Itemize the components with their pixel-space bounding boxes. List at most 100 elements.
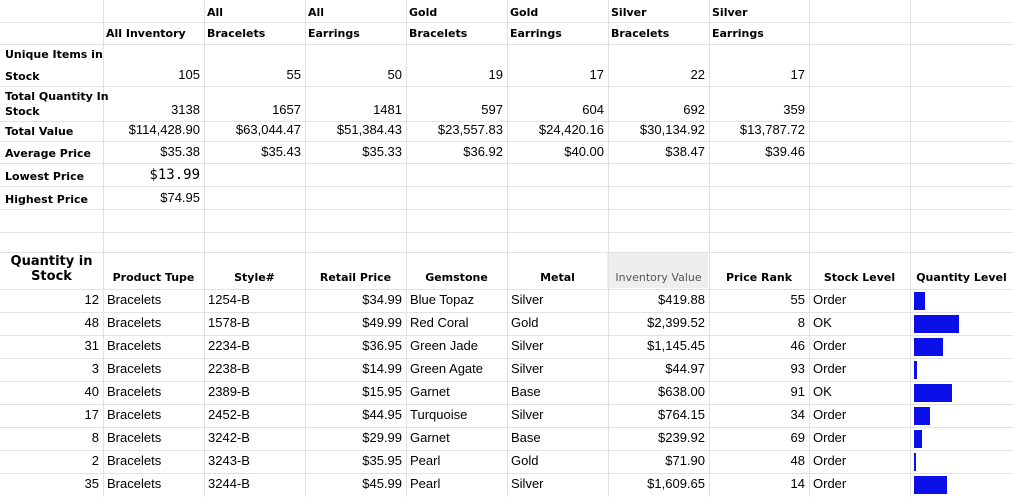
quantity-cell[interactable]: 35 [84,476,99,491]
price-rank-cell[interactable]: 93 [790,361,805,376]
summary-row-label[interactable]: Highest Price [5,193,89,206]
summary-row-label[interactable]: Total Value [5,125,74,138]
style-cell[interactable]: 2238-B [208,361,250,376]
metal-cell[interactable]: Base [511,384,541,399]
summary-row-label[interactable]: Total Quantity In [5,90,109,103]
summary-header-line2[interactable]: Bracelets [409,27,468,40]
metal-cell[interactable]: Base [511,430,541,445]
product-type-cell[interactable]: Bracelets [107,315,162,330]
summary-row-label[interactable]: Average Price [5,147,92,160]
metal-cell[interactable]: Gold [511,453,539,468]
gemstone-cell[interactable]: Red Coral [410,315,469,330]
price-rank-cell[interactable]: 55 [790,292,805,307]
stock-level-cell[interactable]: Order [813,361,847,376]
table-header-product-type[interactable]: Product Tupe [112,271,195,284]
table-header-retail-price[interactable]: Retail Price [319,271,392,284]
quantity-header-line1[interactable]: Quantity in [10,254,93,269]
summary-row-label-line2[interactable]: Stock [5,105,40,118]
summary-value-cell[interactable]: 3138 [171,102,200,117]
style-cell[interactable]: 1578-B [208,315,250,330]
summary-value-cell[interactable]: $74.95 [160,190,200,205]
product-type-cell[interactable]: Bracelets [107,361,162,376]
price-rank-cell[interactable]: 34 [790,407,805,422]
summary-value-cell[interactable]: $36.92 [463,144,503,159]
retail-price-cell[interactable]: $29.99 [362,430,402,445]
summary-value-cell[interactable]: 1657 [272,102,301,117]
retail-price-cell[interactable]: $49.99 [362,315,402,330]
gemstone-cell[interactable]: Green Jade [410,338,478,353]
style-cell[interactable]: 3244-B [208,476,250,491]
price-rank-cell[interactable]: 69 [790,430,805,445]
retail-price-cell[interactable]: $14.99 [362,361,402,376]
table-header-stock-level[interactable]: Stock Level [823,271,896,284]
gemstone-cell[interactable]: Garnet [410,384,450,399]
summary-header-line1[interactable]: All [308,6,325,19]
inventory-value-cell[interactable]: $764.15 [658,407,705,422]
summary-value-cell[interactable]: 50 [387,67,402,82]
summary-value-cell[interactable]: $13.99 [149,167,200,183]
price-rank-cell[interactable]: 48 [790,453,805,468]
metal-cell[interactable]: Silver [511,292,544,307]
product-type-cell[interactable]: Bracelets [107,338,162,353]
style-cell[interactable]: 3242-B [208,430,250,445]
inventory-value-cell[interactable]: $419.88 [658,292,705,307]
summary-value-cell[interactable]: 55 [286,67,301,82]
summary-value-cell[interactable]: $63,044.47 [235,122,301,137]
inventory-value-cell[interactable]: $2,399.52 [647,315,705,330]
product-type-cell[interactable]: Bracelets [107,384,162,399]
stock-level-cell[interactable]: Order [813,407,847,422]
summary-value-cell[interactable]: 692 [683,102,705,117]
metal-cell[interactable]: Silver [511,407,544,422]
quantity-cell[interactable]: 40 [84,384,99,399]
stock-level-cell[interactable]: Order [813,338,847,353]
stock-level-cell[interactable]: OK [813,384,832,399]
summary-row-label-line2[interactable]: Stock [5,70,40,83]
table-header-price-rank[interactable]: Price Rank [725,271,793,284]
quantity-cell[interactable]: 31 [84,338,99,353]
summary-value-cell[interactable]: 19 [488,67,503,82]
inventory-value-cell[interactable]: $239.92 [658,430,705,445]
stock-level-cell[interactable]: Order [813,476,847,491]
summary-value-cell[interactable]: $38.47 [665,144,705,159]
stock-level-cell[interactable]: Order [813,292,847,307]
gemstone-cell[interactable]: Garnet [410,430,450,445]
quantity-cell[interactable]: 2 [91,453,99,468]
retail-price-cell[interactable]: $44.95 [362,407,402,422]
metal-cell[interactable]: Silver [511,338,544,353]
inventory-value-cell[interactable]: $638.00 [658,384,705,399]
summary-header-line2[interactable]: Bracelets [207,27,266,40]
summary-value-cell[interactable]: $39.46 [765,144,805,159]
style-cell[interactable]: 2389-B [208,384,250,399]
metal-cell[interactable]: Silver [511,361,544,376]
summary-value-cell[interactable]: $51,384.43 [336,122,402,137]
quantity-cell[interactable]: 17 [84,407,99,422]
retail-price-cell[interactable]: $35.95 [362,453,402,468]
summary-header-line2[interactable]: All Inventory [106,27,186,40]
price-rank-cell[interactable]: 91 [790,384,805,399]
summary-value-cell[interactable]: $35.38 [160,144,200,159]
product-type-cell[interactable]: Bracelets [107,407,162,422]
summary-row-label[interactable]: Unique Items in [5,48,103,61]
table-header-gemstone[interactable]: Gemstone [425,271,488,284]
gemstone-cell[interactable]: Turquoise [410,407,468,422]
product-type-cell[interactable]: Bracelets [107,476,162,491]
summary-value-cell[interactable]: $35.43 [261,144,301,159]
quantity-header-line2[interactable]: Stock [31,269,72,284]
summary-value-cell[interactable]: 359 [783,102,805,117]
style-cell[interactable]: 3243-B [208,453,250,468]
summary-header-line1[interactable]: Silver [712,6,748,19]
summary-value-cell[interactable]: $114,428.90 [128,122,200,137]
gemstone-cell[interactable]: Green Agate [410,361,483,376]
style-cell[interactable]: 2452-B [208,407,250,422]
price-rank-cell[interactable]: 14 [790,476,805,491]
retail-price-cell[interactable]: $34.99 [362,292,402,307]
summary-value-cell[interactable]: 597 [481,102,503,117]
table-header-quantity-level[interactable]: Quantity Level [916,271,1007,284]
quantity-cell[interactable]: 48 [84,315,99,330]
gemstone-cell[interactable]: Blue Topaz [410,292,475,307]
summary-value-cell[interactable]: $24,420.16 [538,122,604,137]
summary-header-line1[interactable]: Gold [409,6,438,19]
price-rank-cell[interactable]: 8 [797,315,805,330]
gemstone-cell[interactable]: Pearl [410,453,441,468]
product-type-cell[interactable]: Bracelets [107,430,162,445]
